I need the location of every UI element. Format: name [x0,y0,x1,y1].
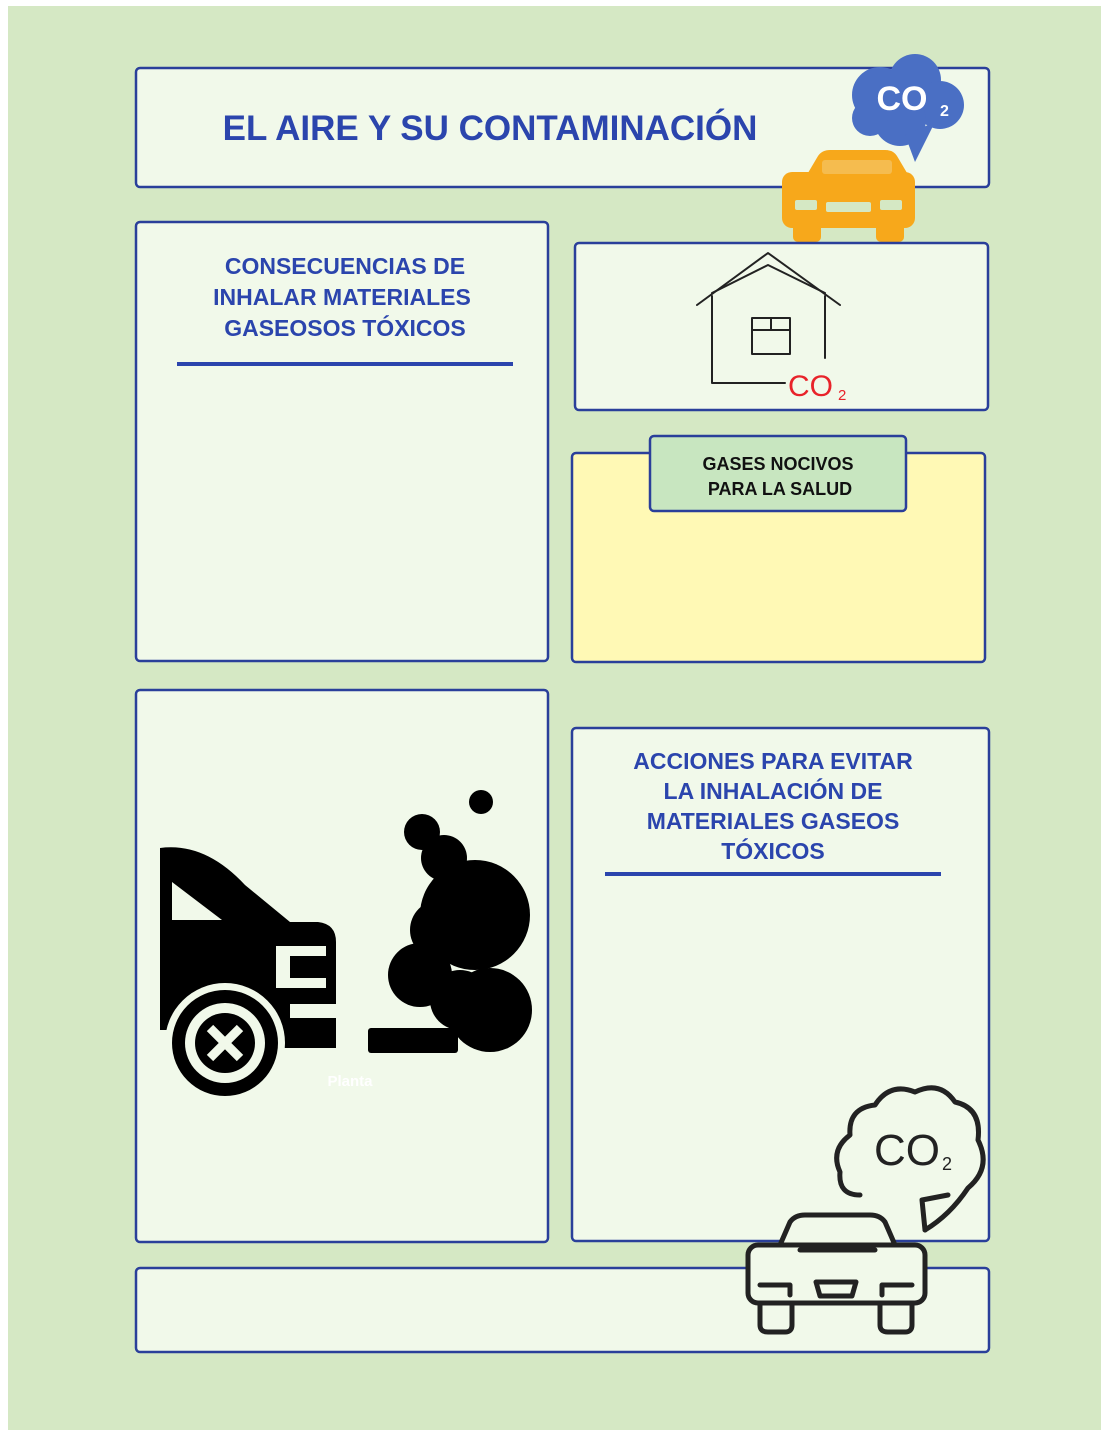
co2-subscript: 2 [838,387,846,404]
consequences-heading: CONSECUENCIAS DE [225,253,465,279]
caption: Planta [327,1073,373,1090]
co2-subscript: 2 [940,103,949,120]
co2-label: CO [877,80,928,118]
gases-heading: PARA LA SALUD [708,479,852,499]
co2-label: CO [788,370,833,403]
divider [177,362,513,366]
divider [605,872,941,876]
actions-heading: MATERIALES GASEOS [647,808,900,834]
poster: EL AIRE Y SU CONTAMINACIÓN CO 2 CONSECUE… [0,0,1109,1436]
co2-label: CO [874,1126,940,1175]
consequences-heading: INHALAR MATERIALES [213,284,471,310]
house-panel [575,243,988,410]
actions-heading: TÓXICOS [721,837,825,864]
gases-heading: GASES NOCIVOS [702,454,853,474]
title: EL AIRE Y SU CONTAMINACIÓN [223,108,758,148]
co2-subscript: 2 [942,1154,952,1174]
actions-heading: LA INHALACIÓN DE [664,777,883,804]
consequences-heading: GASEOSOS TÓXICOS [224,314,466,341]
actions-heading: ACCIONES PARA EVITAR [633,748,913,774]
